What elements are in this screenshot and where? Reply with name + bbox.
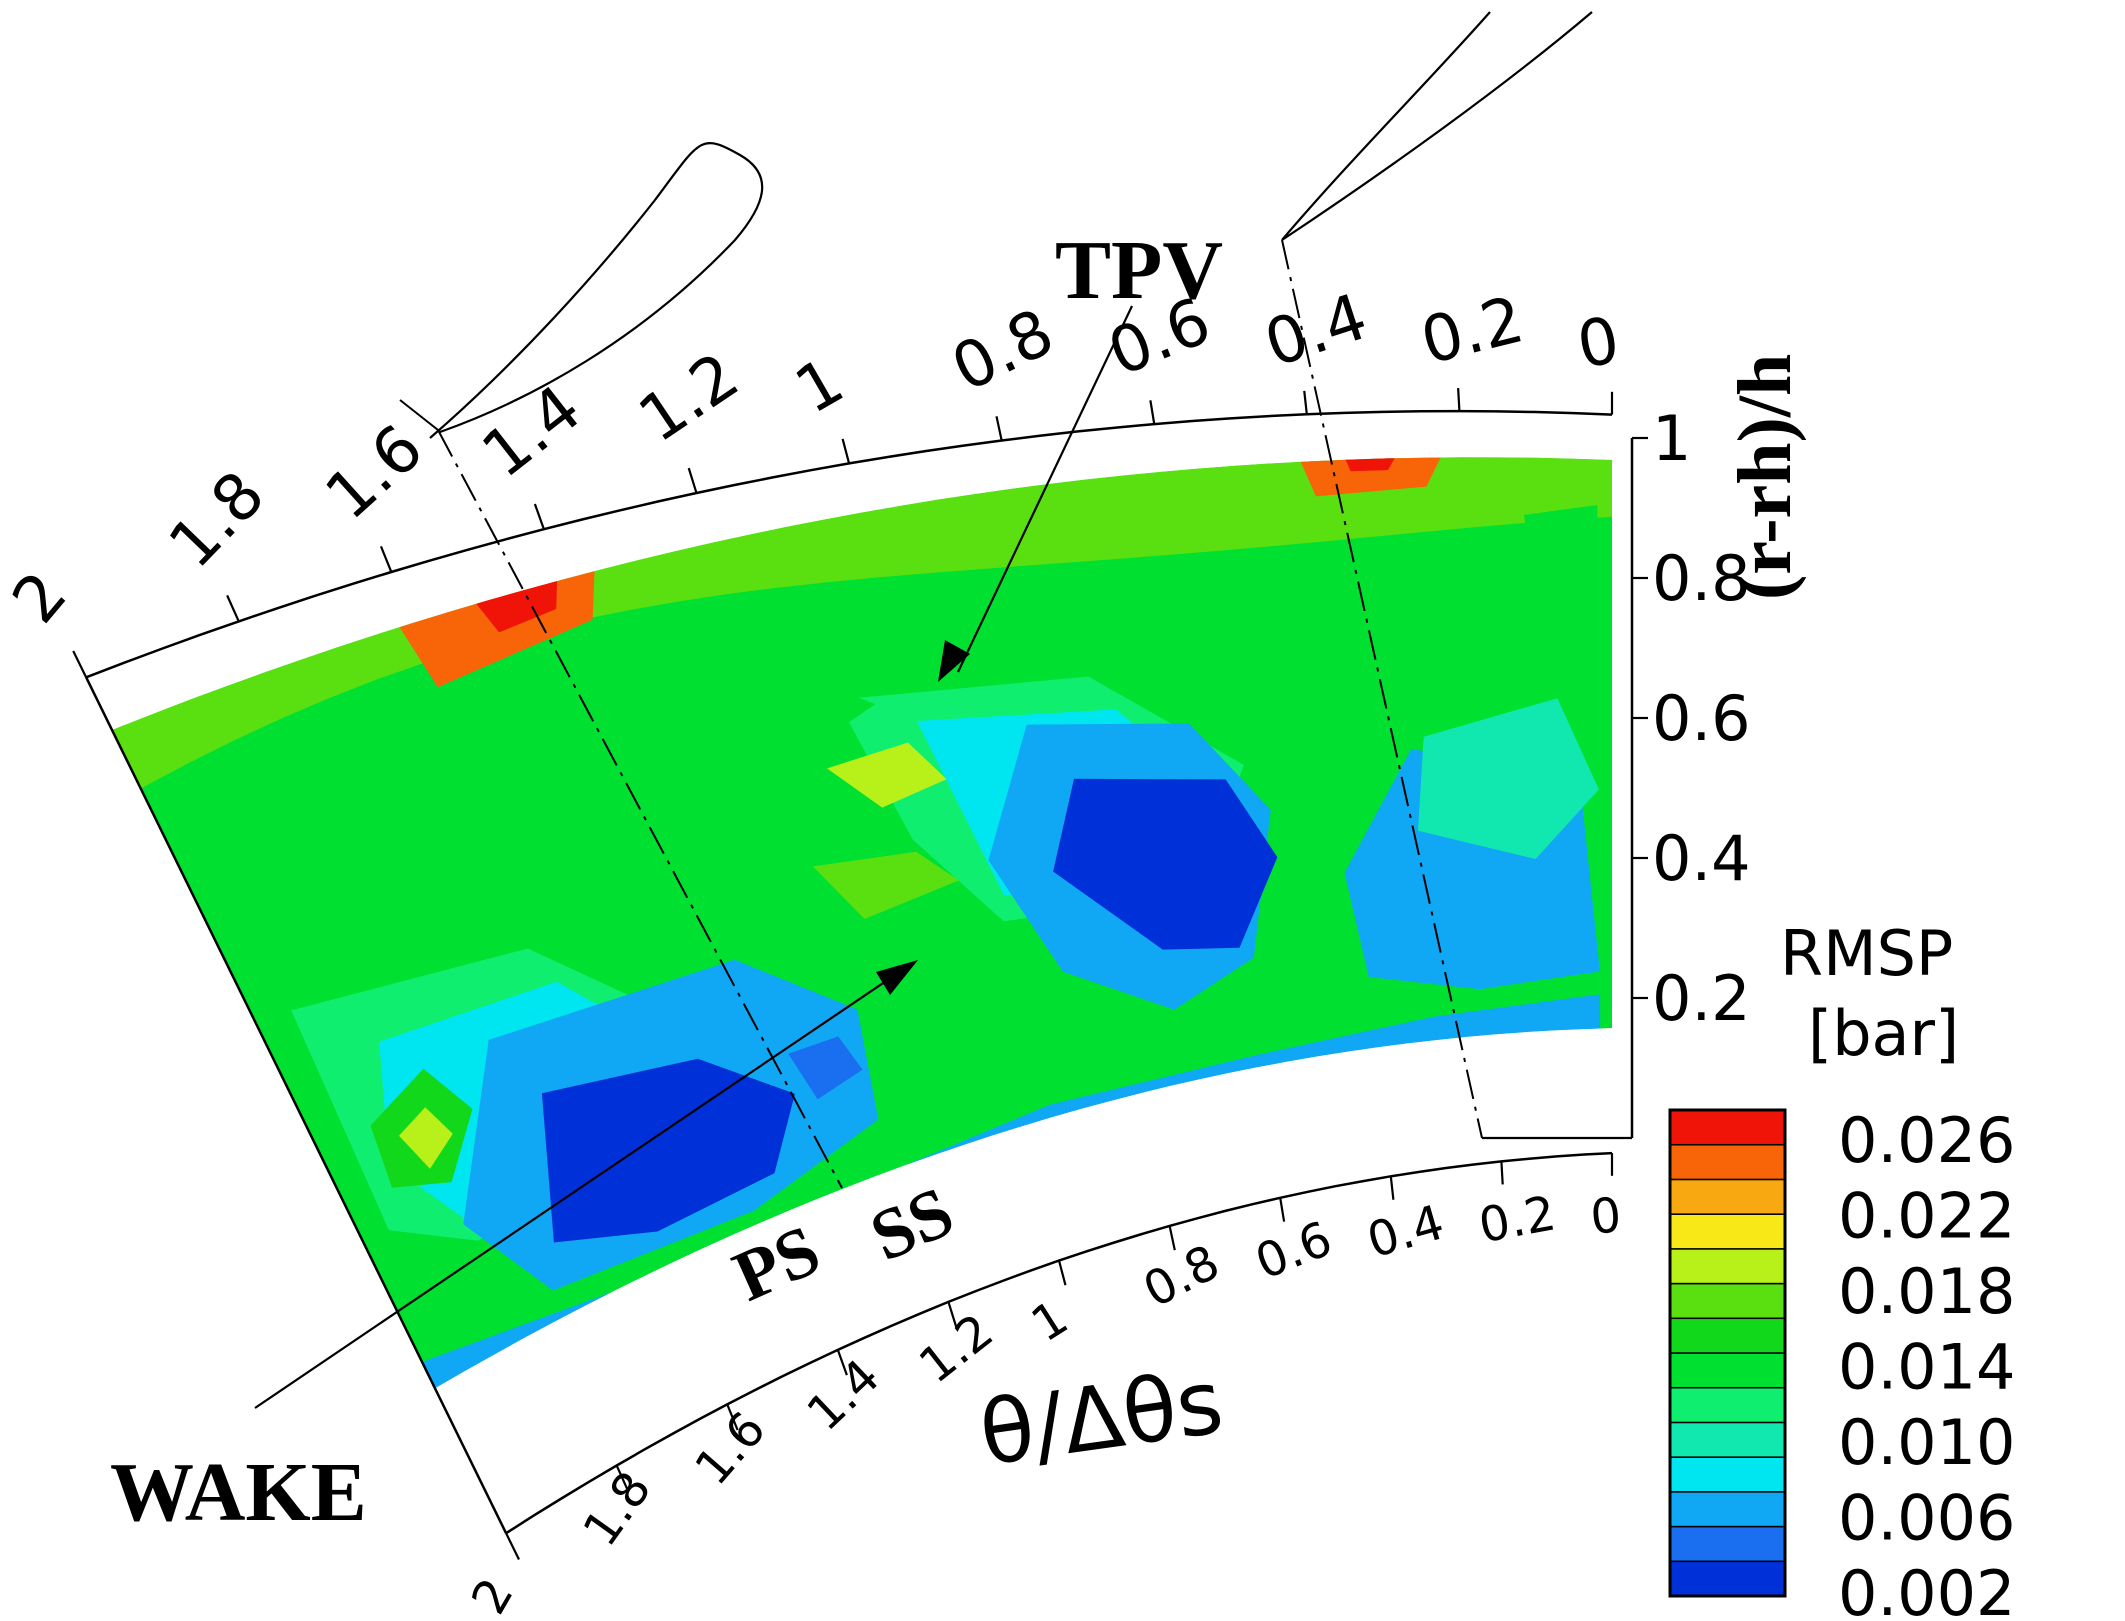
lower-arc-tick-label: 2 — [461, 1569, 525, 1621]
upper-arc-tick — [226, 594, 240, 622]
upper-arc-tick-label: 1.2 — [626, 339, 752, 457]
upper-arc-tick — [1149, 400, 1156, 425]
lower-arc-tick-label: 1.6 — [684, 1401, 776, 1495]
colorbar-band — [1669, 1282, 1786, 1320]
blade-stub-left — [399, 399, 439, 431]
lower-arc-tick-label: 0 — [1588, 1187, 1623, 1245]
colorbar-title: RMSP — [1780, 917, 1953, 990]
tpv-label: TPV — [1055, 224, 1223, 317]
colorbar-label: 0.002 — [1838, 1557, 2016, 1621]
contour-region-16 — [535, 654, 876, 806]
upper-arc-tick — [533, 503, 545, 530]
colorbar-band — [1669, 1248, 1786, 1285]
lower-arc-tick-label: 0.8 — [1135, 1234, 1228, 1319]
lower-arc-tick — [1279, 1197, 1286, 1222]
tpv-arrowhead — [938, 640, 970, 682]
upper-arc-tick-label: 0 — [1572, 304, 1625, 384]
colorbar-band — [1669, 1456, 1786, 1493]
contour-region-5 — [541, 1058, 795, 1243]
colorbar-label: 0.006 — [1838, 1482, 2016, 1555]
colorbar-label: 0.022 — [1838, 1180, 2016, 1253]
upper-arc-tick-label: 1.8 — [155, 458, 279, 583]
contour-region-3 — [399, 1107, 453, 1169]
upper-arc-tick-label: 0.8 — [941, 296, 1065, 407]
blade-passage-line-0 — [437, 429, 843, 1189]
colorbar-band — [1669, 1143, 1786, 1181]
colorbar-label: 0.026 — [1838, 1104, 2016, 1177]
upper-arc-tick-label: 1 — [784, 344, 856, 428]
contour-tip-band — [112, 457, 1612, 789]
y-axis-title: (r-rh)/h — [1723, 354, 1807, 600]
colorbar-band — [1669, 1421, 1786, 1458]
lower-arc-tick — [615, 1465, 630, 1492]
left-edge-line — [85, 676, 508, 1534]
annotation-arrows — [254, 305, 1133, 1409]
colorbar-frame — [1668, 1108, 1787, 1598]
ss-label: SS — [859, 1171, 965, 1277]
lower-arc-tick — [1389, 1176, 1395, 1200]
upper-arc-tick — [687, 467, 698, 494]
lower-arc-tick-label: 0.4 — [1361, 1194, 1450, 1269]
rotor-blade-profile — [1281, 11, 1593, 241]
wake-arrow-line — [254, 974, 896, 1409]
colorbar-band — [1669, 1560, 1786, 1597]
lower-arc-tick — [505, 1532, 520, 1561]
lower-arc-tick-label: 0.6 — [1248, 1211, 1340, 1291]
upper-arc-tick — [72, 650, 88, 678]
lower-arc-tick — [726, 1403, 739, 1431]
colorbar-label: 0.010 — [1838, 1406, 2016, 1479]
lower-arc-axis — [505, 1151, 1613, 1535]
x-axis-title: θ/Δθs — [974, 1350, 1229, 1486]
colorbar-band — [1669, 1109, 1786, 1146]
colorbar-label: 0.018 — [1838, 1255, 2016, 1328]
upper-arc-tick-label: 0.4 — [1256, 280, 1376, 382]
lower-arc-tick — [836, 1349, 848, 1376]
radial-axis-tick-label: 1 — [1652, 402, 1691, 475]
lower-arc-tick-label: 0.2 — [1475, 1185, 1560, 1254]
upper-arc-tick — [841, 438, 851, 464]
lower-arc-tick — [1500, 1161, 1504, 1185]
contour-region-18 — [1523, 505, 1598, 630]
colorbar-band — [1669, 1213, 1786, 1250]
upper-arc-tick — [995, 416, 1003, 441]
blade-passage-line-1 — [1281, 239, 1483, 1139]
lower-arc-tick — [947, 1301, 958, 1328]
colorbar-band — [1669, 1178, 1786, 1215]
upper-arc-tick-label: 1.4 — [469, 372, 595, 493]
lower-arc-tick-label: 1.8 — [572, 1462, 662, 1557]
colorbar-unit: [bar] — [1808, 997, 1959, 1070]
colorbar-label: 0.014 — [1838, 1331, 2016, 1404]
wake-label: WAKE — [110, 1446, 367, 1539]
colorbar-band — [1669, 1525, 1786, 1563]
upper-arc-tick — [1303, 390, 1308, 415]
lower-arc-tick — [1168, 1225, 1176, 1251]
contour-region-10 — [1053, 778, 1278, 950]
contour-region-17 — [812, 851, 959, 919]
colorbar-band — [1669, 1491, 1786, 1528]
upper-arc-tick-label: 1.6 — [312, 411, 437, 534]
upper-arc-tick-label: 2 — [0, 559, 82, 638]
contour-region-13 — [1418, 698, 1599, 859]
contour-region-15 — [827, 742, 947, 808]
lower-arc-tick-label: 1 — [1022, 1290, 1078, 1354]
radial-axis-tick-label: 0.6 — [1652, 682, 1751, 755]
lower-arc-tick — [1057, 1260, 1067, 1286]
radial-axis-tick-label: 0.2 — [1652, 962, 1751, 1035]
upper-arc-tick — [1457, 387, 1461, 412]
tpv-arrow-line — [957, 305, 1133, 673]
colorbar-band — [1669, 1352, 1786, 1389]
colorbar-band — [1669, 1317, 1786, 1354]
radial-axis-tick-label: 0.4 — [1652, 822, 1751, 895]
wake-arrowhead — [876, 960, 918, 995]
radial-axis-tick-label: 0.8 — [1652, 542, 1751, 615]
stator-blade-profile — [429, 142, 764, 439]
contour-region-6 — [788, 1036, 863, 1100]
upper-arc-tick-label: 0.2 — [1414, 283, 1531, 379]
upper-arc-tick — [379, 545, 393, 573]
colorbar-band — [1669, 1386, 1786, 1424]
